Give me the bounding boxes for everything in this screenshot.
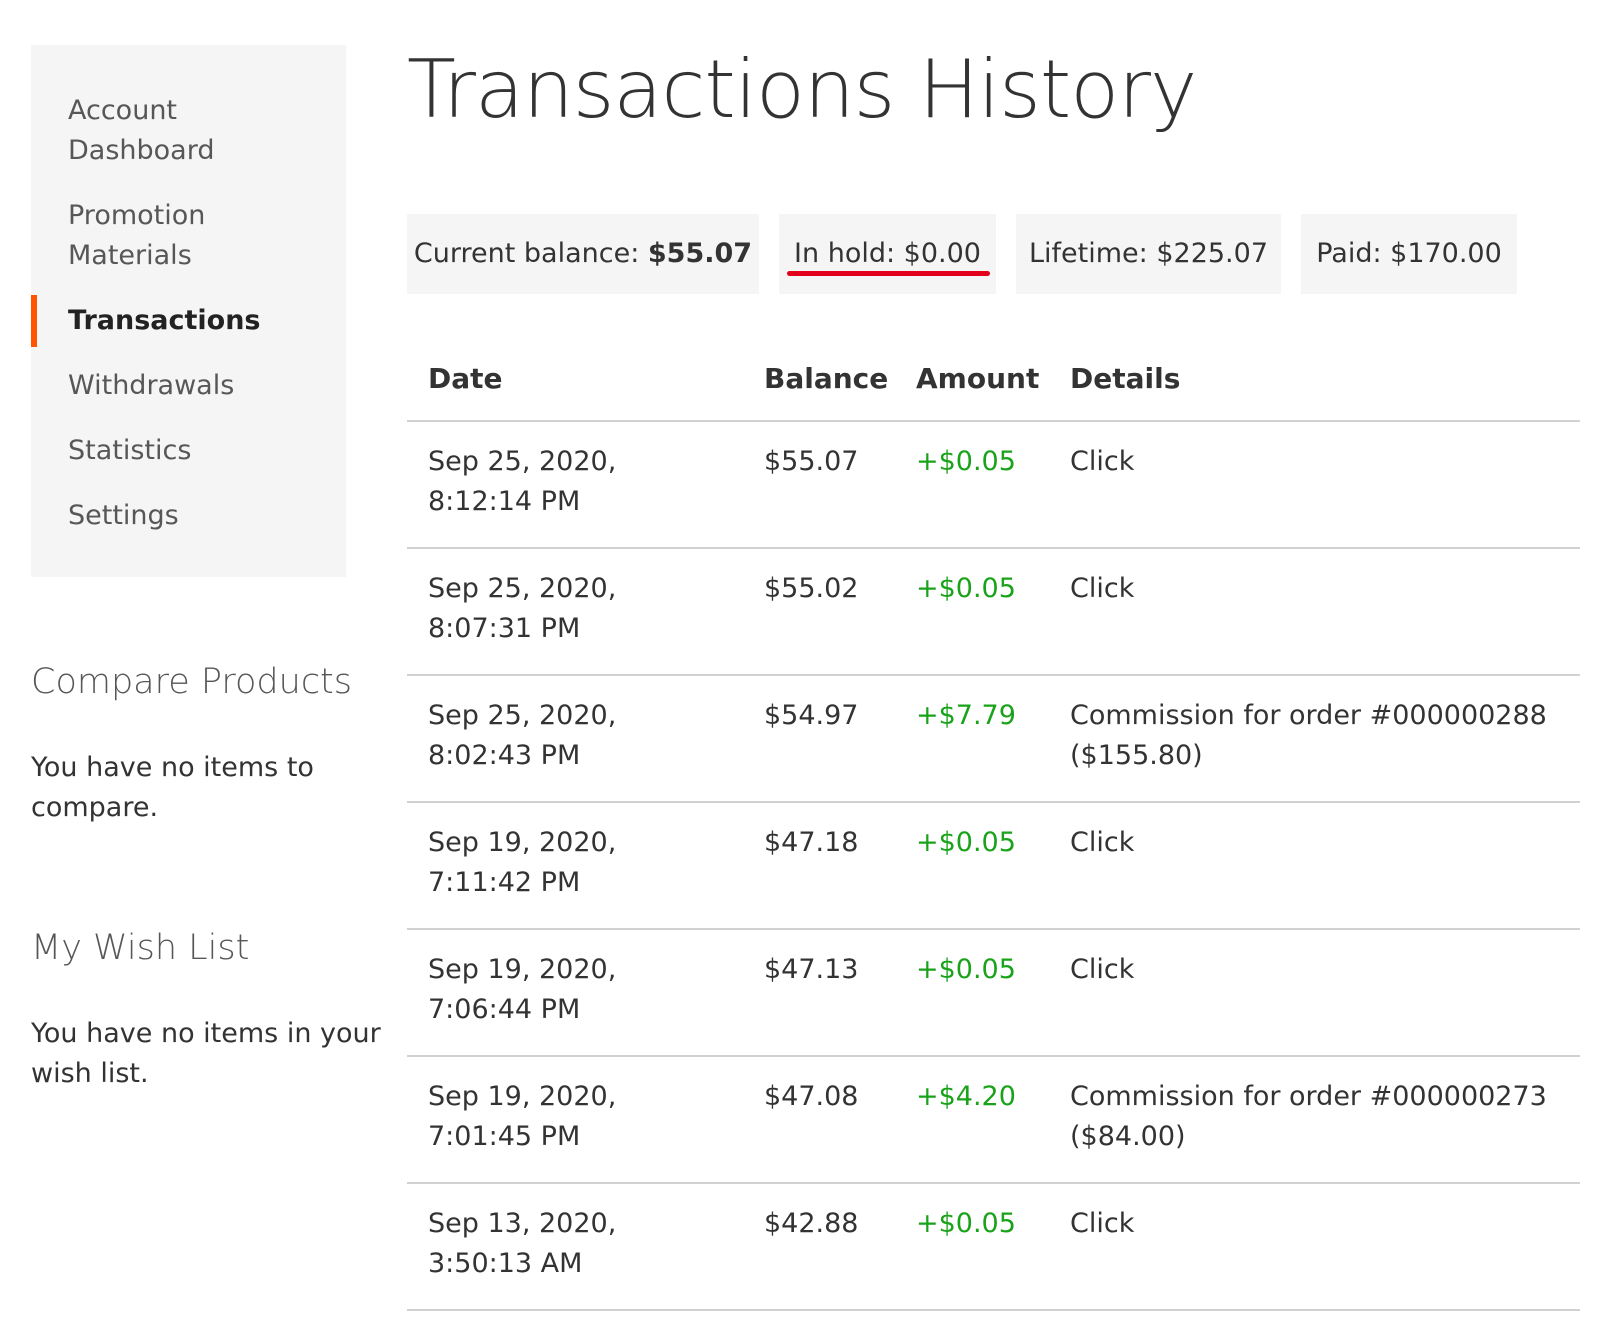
cell-details: Click xyxy=(1070,446,1135,477)
current-balance-box: Current balance: $55.07 xyxy=(407,214,759,294)
column-header-details: Details xyxy=(1070,362,1181,395)
nav-item-transactions[interactable]: Transactions xyxy=(31,295,346,347)
cell-balance: $42.88 xyxy=(764,1208,859,1239)
account-nav: Account Dashboard Promotion Materials Tr… xyxy=(31,45,346,577)
cell-date: Sep 25, 2020, 8:07:31 PM xyxy=(428,573,617,644)
cell-details: Commission for order #000000273 ($84.00) xyxy=(1070,1081,1547,1152)
cell-date: Sep 19, 2020, 7:01:45 PM xyxy=(428,1081,617,1152)
cell-amount: +$0.05 xyxy=(916,1208,1016,1239)
in-hold-box: In hold: $0.00 xyxy=(779,214,996,294)
red-underline-annotation xyxy=(787,271,990,276)
nav-item-account-dashboard[interactable]: Account Dashboard xyxy=(68,95,215,166)
table-row: Sep 19, 2020, 7:06:44 PM $47.13 +$0.05 C… xyxy=(407,930,1580,1057)
nav-item-withdrawals[interactable]: Withdrawals xyxy=(68,370,235,401)
in-hold-value: In hold: $0.00 xyxy=(794,238,981,269)
nav-item-settings[interactable]: Settings xyxy=(68,500,179,531)
cell-balance: $55.02 xyxy=(764,573,859,604)
cell-amount: +$0.05 xyxy=(916,954,1016,985)
table-row: Sep 25, 2020, 8:07:31 PM $55.02 +$0.05 C… xyxy=(407,549,1580,676)
paid-box: Paid: $170.00 xyxy=(1301,214,1517,294)
lifetime-box: Lifetime: $225.07 xyxy=(1016,214,1281,294)
cell-amount: +$0.05 xyxy=(916,573,1016,604)
cell-date: Sep 19, 2020, 7:06:44 PM xyxy=(428,954,617,1025)
cell-date: Sep 25, 2020, 8:02:43 PM xyxy=(428,700,617,771)
compare-products-block: Compare Products You have no items to co… xyxy=(31,660,381,828)
table-row: Sep 13, 2020, 3:50:13 AM $42.88 +$0.05 C… xyxy=(407,1184,1580,1311)
cell-date: Sep 25, 2020, 8:12:14 PM xyxy=(428,446,617,517)
table-row: Sep 19, 2020, 7:01:45 PM $47.08 +$4.20 C… xyxy=(407,1057,1580,1184)
current-balance-label: Current balance: xyxy=(413,238,640,269)
cell-balance: $47.18 xyxy=(764,827,859,858)
transactions-table: Date Balance Amount Details Sep 25, 2020… xyxy=(407,335,1580,1311)
paid-value: Paid: $170.00 xyxy=(1316,238,1502,269)
cell-date: Sep 19, 2020, 7:11:42 PM xyxy=(428,827,617,898)
page-title: Transactions History xyxy=(407,43,1197,136)
cell-details: Click xyxy=(1070,954,1135,985)
table-header: Date Balance Amount Details xyxy=(407,335,1580,422)
column-header-amount: Amount xyxy=(916,362,1040,395)
cell-balance: $54.97 xyxy=(764,700,859,731)
wishlist-empty-message: You have no items in your wish list. xyxy=(31,1018,381,1089)
cell-date: Sep 13, 2020, 3:50:13 AM xyxy=(428,1208,617,1279)
cell-amount: +$4.20 xyxy=(916,1081,1016,1112)
cell-details: Click xyxy=(1070,827,1135,858)
cell-amount: +$7.79 xyxy=(916,700,1016,731)
cell-amount: +$0.05 xyxy=(916,827,1016,858)
cell-balance: $55.07 xyxy=(764,446,859,477)
table-row: Sep 25, 2020, 8:12:14 PM $55.07 +$0.05 C… xyxy=(407,422,1580,549)
table-row: Sep 19, 2020, 7:11:42 PM $47.18 +$0.05 C… xyxy=(407,803,1580,930)
cell-details: Commission for order #000000288 ($155.80… xyxy=(1070,700,1547,771)
compare-products-title: Compare Products xyxy=(31,662,353,702)
column-header-date: Date xyxy=(428,362,503,395)
cell-balance: $47.08 xyxy=(764,1081,859,1112)
balance-summary: Current balance: $55.07 In hold: $0.00 L… xyxy=(0,214,1600,294)
cell-details: Click xyxy=(1070,573,1135,604)
current-balance-value: $55.07 xyxy=(647,238,753,269)
cell-details: Click xyxy=(1070,1208,1135,1239)
wishlist-block: My Wish List You have no items in your w… xyxy=(31,926,381,1094)
cell-balance: $47.13 xyxy=(764,954,859,985)
nav-item-statistics[interactable]: Statistics xyxy=(68,435,192,466)
cell-amount: +$0.05 xyxy=(916,446,1016,477)
table-row: Sep 25, 2020, 8:02:43 PM $54.97 +$7.79 C… xyxy=(407,676,1580,803)
lifetime-value: Lifetime: $225.07 xyxy=(1029,238,1268,269)
wishlist-title: My Wish List xyxy=(31,928,250,968)
nav-item-promotion-materials[interactable]: Promotion Materials xyxy=(68,200,206,271)
column-header-balance: Balance xyxy=(764,362,889,395)
compare-empty-message: You have no items to compare. xyxy=(31,752,314,823)
